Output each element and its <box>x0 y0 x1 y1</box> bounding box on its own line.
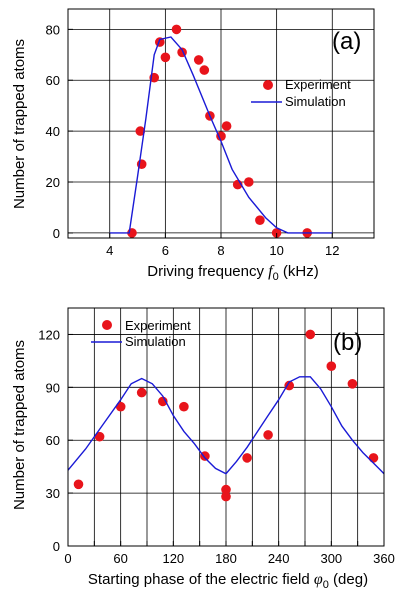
experiment-point <box>73 479 84 490</box>
panel-a-ticks <box>68 28 333 238</box>
panel-b-tag: (b) <box>333 329 362 356</box>
panel-a-grid <box>68 9 374 238</box>
panel-a-legend: Experiment Simulation <box>251 77 351 109</box>
experiment-point <box>199 65 210 75</box>
experiment-point <box>221 121 232 131</box>
y-tick-label: 80 <box>46 22 60 37</box>
y-tick-label: 20 <box>46 175 60 190</box>
experiment-point <box>136 387 147 398</box>
panel-b-ticks <box>67 333 385 547</box>
experiment-point <box>193 55 204 65</box>
experiment-point <box>135 126 146 136</box>
x-tick-label: 120 <box>162 551 184 566</box>
experiment-point <box>221 491 231 502</box>
panel-b: 0 60 120 180 240 300 360 0 30 60 90 120 (b) Experim… <box>11 307 395 591</box>
legend-simulation-label: Simulation <box>285 94 346 109</box>
panel-a-tag: (a) <box>332 28 361 55</box>
y-tick-label: 0 <box>53 539 60 554</box>
legend-experiment-label: Experiment <box>285 77 351 92</box>
panel-b-legend: Experiment Simulation <box>91 318 191 349</box>
panel-a-series <box>109 24 333 238</box>
x-tick-label: 4 <box>106 243 113 258</box>
y-tick-label: 30 <box>46 486 60 501</box>
y-tick-label: 90 <box>46 380 60 395</box>
panel-b-y-label: Number of trapped atoms <box>11 340 28 510</box>
experiment-point <box>179 401 189 412</box>
experiment-point <box>284 380 295 391</box>
panel-b-series <box>67 329 385 502</box>
experiment-point <box>347 379 358 389</box>
x-tick-label: 6 <box>162 243 169 258</box>
panel-a-x-label: Driving frequency f0 (kHz) <box>147 263 318 283</box>
legend-experiment-marker <box>263 80 273 90</box>
panel-b-tick-labels: 0 60 120 180 240 300 360 0 30 60 90 120 <box>38 327 395 566</box>
x-tick-label: 8 <box>217 243 224 258</box>
experiment-point <box>115 401 126 412</box>
x-tick-label: 300 <box>320 551 342 566</box>
legend-experiment-marker <box>102 320 112 330</box>
experiment-point <box>305 329 316 340</box>
panel-a-tick-labels: 4 6 8 10 12 0 20 40 60 80 <box>46 22 340 258</box>
experiment-point <box>160 52 171 63</box>
experiment-point <box>158 396 168 407</box>
experiment-point <box>171 24 182 35</box>
x-tick-label: 360 <box>373 551 395 566</box>
y-tick-label: 0 <box>53 226 60 241</box>
y-tick-label: 60 <box>46 73 60 88</box>
y-tick-label: 60 <box>46 433 60 448</box>
experiment-point <box>271 228 282 238</box>
experiment-point <box>255 215 265 225</box>
legend-experiment-label: Experiment <box>125 318 191 333</box>
panel-a: 4 6 8 10 12 0 20 40 60 80 (a) Experiment Simulati… <box>11 8 375 283</box>
experiment-point <box>368 453 379 463</box>
legend-simulation-label: Simulation <box>125 334 186 349</box>
experiment-point <box>263 430 273 440</box>
experiment-point <box>94 431 105 442</box>
experiment-point <box>244 177 254 187</box>
x-tick-label: 10 <box>269 243 283 258</box>
simulation-line <box>67 376 385 475</box>
y-tick-label: 120 <box>38 327 60 342</box>
x-tick-label: 0 <box>64 551 71 566</box>
experiment-point <box>326 361 337 372</box>
simulation-line <box>109 36 333 234</box>
y-tick-label: 40 <box>46 124 60 139</box>
panel-b-x-label: Starting phase of the electric field φ0 … <box>88 571 368 591</box>
x-tick-label: 180 <box>215 551 237 566</box>
panel-a-y-label: Number of trapped atoms <box>11 39 28 209</box>
experiment-point <box>216 131 226 141</box>
experiment-point <box>242 453 252 463</box>
x-tick-label: 240 <box>268 551 290 566</box>
x-tick-label: 60 <box>113 551 127 566</box>
experiment-point <box>221 484 231 495</box>
x-tick-label: 12 <box>325 243 339 258</box>
